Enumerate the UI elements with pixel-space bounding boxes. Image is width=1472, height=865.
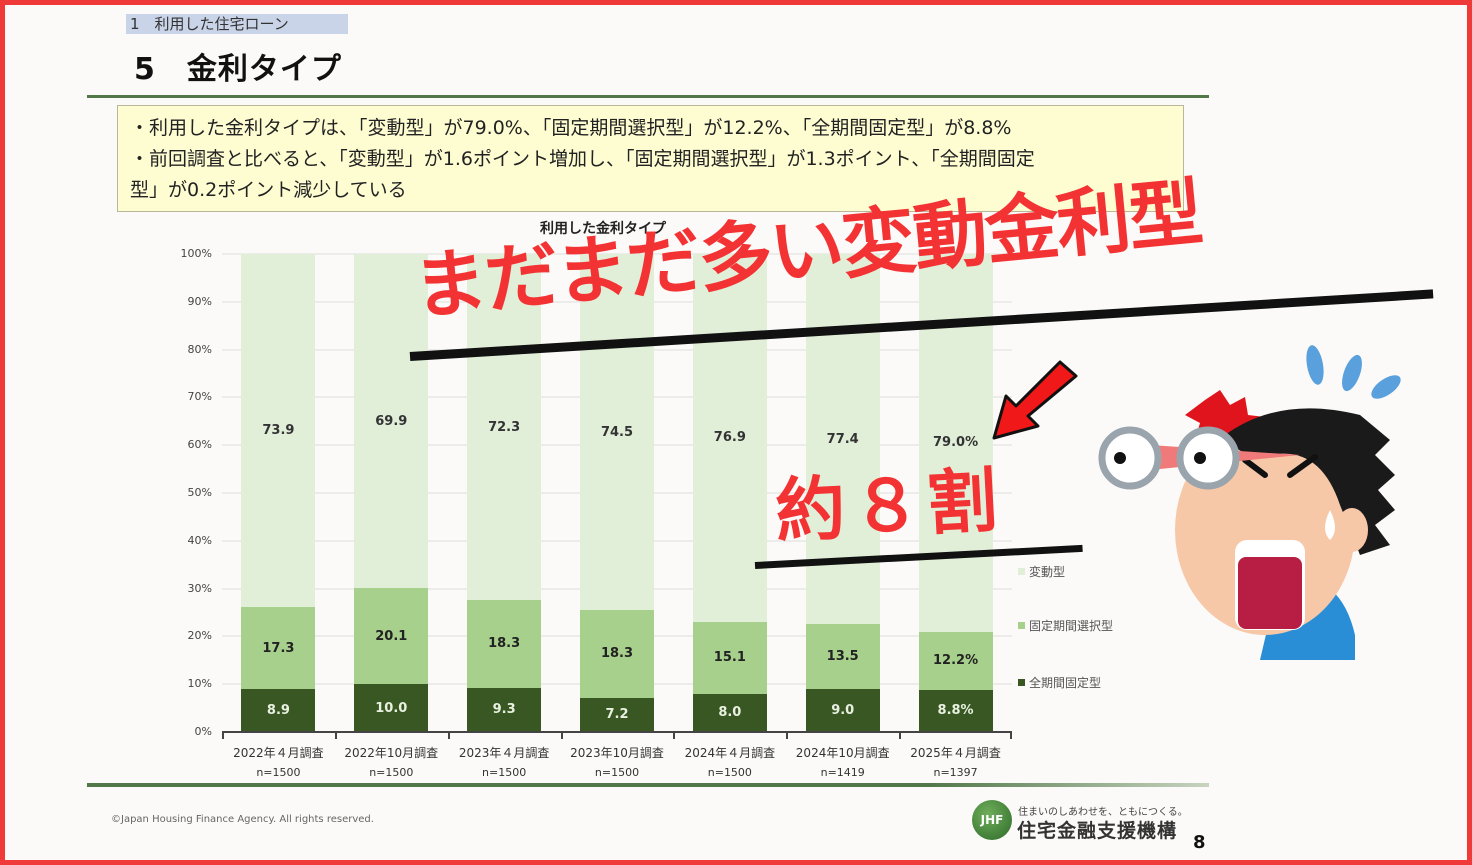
bar-segment: 69.9: [354, 254, 429, 589]
x-axis-tick: [222, 731, 224, 739]
bar-segment: 9.0: [805, 688, 880, 732]
bar-segment: 17.3: [241, 606, 316, 690]
section-tag: 1 利用した住宅ローン: [126, 14, 348, 34]
bar-segment: 73.9: [241, 254, 316, 607]
bar-stack: 8.9 17.3 73.9: [241, 254, 316, 732]
y-tick-label: 90%: [187, 294, 212, 308]
bar-segment: 10.0: [354, 684, 429, 732]
x-axis-line: [222, 731, 1012, 733]
y-tick-label: 80%: [187, 342, 212, 356]
bar-segment: 74.5: [580, 254, 654, 611]
footer-divider: [87, 783, 1209, 787]
y-tick-label: 20%: [187, 629, 212, 643]
chart-title: 利用した金利タイプ: [540, 221, 666, 237]
x-category-label: 2022年10月調査 n=1500: [344, 746, 439, 779]
bar-segment: 8.8%: [918, 689, 993, 732]
bar-stack: 9.3 18.3 72.3: [467, 254, 542, 732]
x-axis-tick: [673, 731, 676, 739]
bar-segment: 77.4: [805, 254, 880, 625]
x-axis-tick: [560, 731, 563, 739]
bar-segment: 8.0: [692, 693, 767, 732]
x-category-label: 2024年10月調査 n=1419: [795, 746, 890, 779]
title-divider: [87, 95, 1209, 98]
bar-segment: 12.2%: [918, 631, 993, 690]
copyright: ©Japan Housing Finance Agency. All right…: [111, 814, 374, 825]
red-arrow-icon: [992, 360, 1078, 440]
organization-name: 住宅金融支援機構: [1017, 820, 1178, 842]
overlay-subheadline: 約８割: [773, 459, 1006, 553]
summary-line: ・利用した金利タイプは、「変動型」が79.0%、「固定期間選択型」が12.2%、…: [130, 117, 1012, 139]
bar-stack: 8.0 15.1 76.9: [692, 254, 767, 732]
x-axis-tick: [786, 731, 789, 739]
page-title: 5 金利タイプ: [134, 52, 342, 87]
bar-segment: 18.3: [580, 610, 654, 698]
x-axis-tick: [899, 731, 902, 739]
bar-segment: 76.9: [692, 254, 767, 622]
summary-line: ・前回調査と比べると、「変動型」が1.6ポイント増加し、「固定期間選択型」が1.…: [130, 148, 1035, 170]
x-axis-tick: [334, 731, 337, 739]
bar-segment: 18.3: [467, 600, 542, 688]
x-category-label: 2024年４月調査 n=1500: [684, 746, 776, 779]
summary-line: 型」が0.2ポイント減少している: [130, 179, 407, 201]
summary-box: ・利用した金利タイプは、「変動型」が79.0%、「固定期間選択型」が12.2%、…: [117, 105, 1184, 212]
bar-segment: 13.5: [805, 624, 880, 689]
jhf-logo-icon: JHF: [972, 800, 1012, 840]
bar-segment: 79.0%: [918, 254, 993, 632]
x-axis-tick: [447, 731, 450, 739]
bar-segment: 72.3: [467, 254, 542, 601]
legend-item-fully-fixed: 全期間固定型: [1018, 674, 1101, 691]
legend-item-fixed-period-select: 固定期間選択型: [1018, 617, 1113, 634]
y-tick-label: 40%: [187, 533, 212, 547]
legend-swatch-icon: [1018, 679, 1025, 686]
bar-stack: 7.2 18.3 74.5: [580, 254, 654, 732]
page-number: 8: [1193, 832, 1206, 853]
y-tick-label: 50%: [187, 486, 212, 499]
x-axis-tick: [1010, 731, 1012, 739]
bar-segment: 9.3: [467, 687, 542, 732]
y-tick-label: 70%: [187, 390, 212, 404]
y-tick-label: 0%: [194, 725, 212, 738]
legend-item-variable: 変動型: [1018, 563, 1065, 580]
bar-segment: 7.2: [580, 697, 654, 732]
gridline: [222, 253, 1012, 255]
y-tick-label: 10%: [187, 677, 212, 691]
legend-label: 全期間固定型: [1029, 676, 1102, 690]
tagline: 住まいのしあわせを、ともにつくる。: [1018, 807, 1188, 818]
surprised-man-illustration-icon: [1098, 345, 1401, 660]
legend-label: 変動型: [1029, 565, 1066, 579]
x-category-label: 2023年４月調査 n=1500: [458, 746, 550, 779]
bar-segment: 15.1: [692, 621, 767, 694]
legend-swatch-icon: [1018, 568, 1025, 575]
bar-segment: 20.1: [354, 588, 429, 685]
y-tick-label: 30%: [187, 581, 212, 595]
bar-segment: 8.9: [241, 689, 316, 732]
y-tick-label: 60%: [187, 438, 212, 452]
bar-stack: 10.0 20.1 69.9: [354, 254, 429, 732]
x-category-label: 2025年４月調査 n=1397: [910, 746, 1001, 779]
y-tick-label: 100%: [180, 247, 212, 260]
x-category-label: 2023年10月調査 n=1500: [570, 746, 664, 779]
legend-swatch-icon: [1018, 622, 1025, 629]
x-category-label: 2022年４月調査 n=1500: [233, 746, 324, 779]
legend-label: 固定期間選択型: [1029, 619, 1114, 633]
